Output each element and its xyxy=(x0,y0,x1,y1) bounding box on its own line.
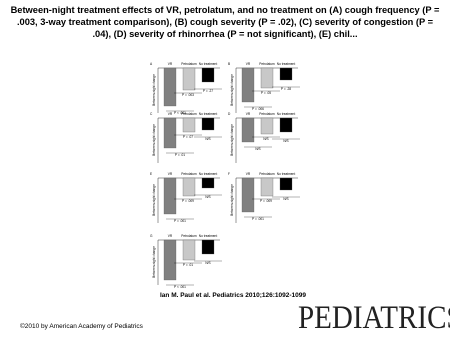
y-axis-label: Between-night change xyxy=(152,124,156,156)
p-value: P = .28 xyxy=(281,87,291,91)
bar xyxy=(163,117,177,149)
p-value: N/S xyxy=(205,261,210,265)
y-axis-label: Between-night change xyxy=(230,74,234,106)
bar xyxy=(260,177,274,197)
bar xyxy=(182,117,196,133)
group-label: Petrolatum xyxy=(259,112,275,116)
p-value: P = .05 xyxy=(261,91,271,95)
bar xyxy=(279,67,293,81)
slide-title: Between-night treatment effects of VR, p… xyxy=(10,5,440,39)
group-label: No treatment xyxy=(199,172,218,176)
p-value: P < .001 xyxy=(174,111,186,115)
group-label: Petrolatum xyxy=(259,62,275,66)
p-value: P = .01 xyxy=(183,263,193,267)
group-label: Petrolatum xyxy=(181,172,197,176)
panel-letter: B xyxy=(228,62,230,66)
p-value: P = .01 xyxy=(175,153,185,157)
bar xyxy=(201,239,215,255)
group-label: Petrolatum xyxy=(181,62,197,66)
p-value: P = .006 xyxy=(252,107,264,111)
group-label: Petrolatum xyxy=(181,234,197,238)
group-label: Petrolatum xyxy=(181,112,197,116)
citation: Ian M. Paul et al. Pediatrics 2010;126:1… xyxy=(160,292,306,299)
y-axis-label: Between-night change xyxy=(152,184,156,216)
group-label: Petrolatum xyxy=(259,172,275,176)
y-axis-label: Between-night change xyxy=(230,124,234,156)
y-axis-label: Between-night change xyxy=(152,74,156,106)
y-axis-label: Between-night change xyxy=(152,246,156,278)
p-value: P < .001 xyxy=(174,285,186,289)
panel-letter: A xyxy=(150,62,153,66)
bar xyxy=(241,117,255,143)
panel-letter: F xyxy=(228,172,230,176)
p-value: P = .001 xyxy=(174,219,186,223)
group-label: No treatment xyxy=(199,62,218,66)
bar xyxy=(163,239,177,281)
panel-letter: G xyxy=(150,234,153,238)
panel-letter: C xyxy=(150,112,153,116)
p-value: N/S xyxy=(263,137,268,141)
bar xyxy=(201,177,215,189)
bar xyxy=(182,67,196,91)
bar xyxy=(241,67,255,103)
copyright: ©2010 by American Academy of Pediatrics xyxy=(20,323,143,330)
bar xyxy=(279,177,293,191)
group-label: VR xyxy=(246,112,251,116)
bar xyxy=(163,177,177,215)
p-value: N/S xyxy=(255,147,260,151)
group-label: VR xyxy=(168,172,173,176)
p-value: N/S xyxy=(205,137,210,141)
group-label: No treatment xyxy=(199,234,218,238)
group-label: No treatment xyxy=(277,62,296,66)
p-value: N/S xyxy=(283,197,288,201)
p-value: N/S xyxy=(205,195,210,199)
p-value: N/S xyxy=(283,139,288,143)
p-value: P = .003 xyxy=(182,93,194,97)
panel-letter: D xyxy=(228,112,231,116)
group-label: VR xyxy=(246,172,251,176)
panel-letter: E xyxy=(150,172,152,176)
group-label: VR xyxy=(168,112,173,116)
y-axis-label: Between-night change xyxy=(230,184,234,216)
p-value: P = .07 xyxy=(183,135,193,139)
p-value: P = .009 xyxy=(260,199,272,203)
group-label: No treatment xyxy=(277,172,296,176)
p-value: P = .001 xyxy=(252,217,264,221)
bar xyxy=(260,117,274,135)
bar xyxy=(241,177,255,213)
group-label: VR xyxy=(168,234,173,238)
bar xyxy=(279,117,293,133)
bar xyxy=(201,67,215,83)
journal-logo: PEDIATRICS xyxy=(298,300,450,336)
group-label: VR xyxy=(246,62,251,66)
p-value: P = .009 xyxy=(182,199,194,203)
bar xyxy=(182,177,196,197)
p-value: P = .27 xyxy=(203,89,213,93)
group-label: VR xyxy=(168,62,173,66)
bar xyxy=(260,67,274,89)
group-label: No treatment xyxy=(277,112,296,116)
bar xyxy=(163,67,177,107)
group-label: No treatment xyxy=(199,112,218,116)
bar xyxy=(201,117,215,131)
bar xyxy=(182,239,196,261)
